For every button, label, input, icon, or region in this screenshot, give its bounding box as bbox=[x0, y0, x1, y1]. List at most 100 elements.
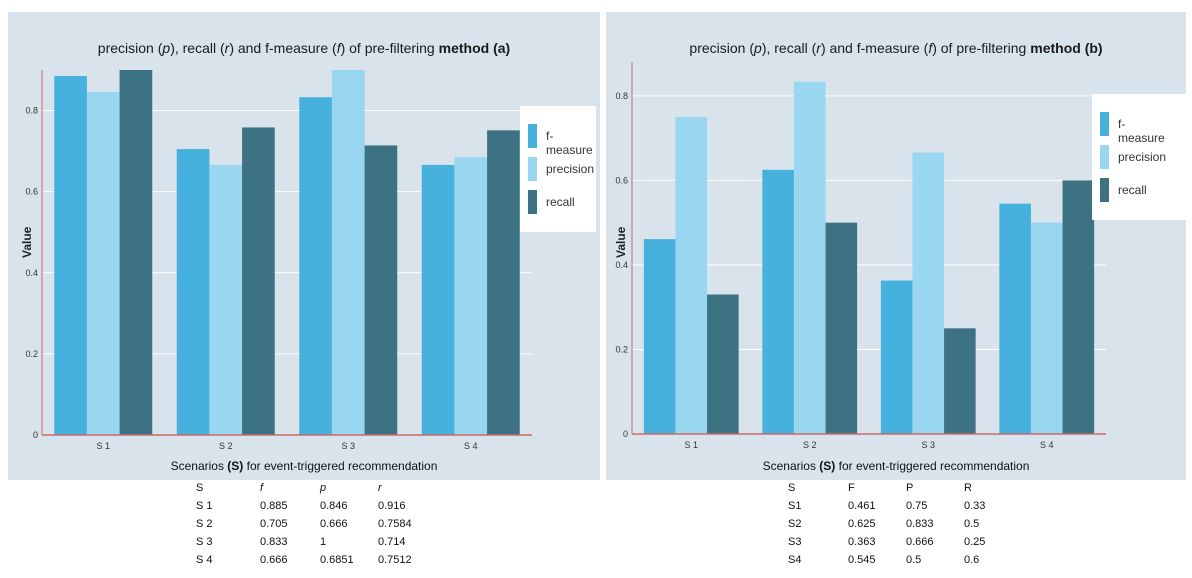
legend-item-f-measure: f-measure bbox=[528, 124, 596, 157]
table-cell: 0.705 bbox=[260, 518, 288, 530]
title-text: precision ( bbox=[97, 40, 163, 56]
table-cell: 1 bbox=[320, 536, 327, 548]
bar-precision bbox=[209, 164, 243, 435]
xlabel-text: for event-triggered recommendation bbox=[835, 459, 1030, 473]
x-tick-label: S 1 bbox=[684, 440, 698, 450]
table-header-cell: S bbox=[788, 482, 796, 494]
legend-swatch bbox=[1100, 145, 1109, 169]
xlabel-text: (S) bbox=[819, 459, 836, 473]
legend-swatch bbox=[1100, 112, 1109, 136]
bar-f-measure bbox=[176, 149, 210, 436]
table-cell: S 4 bbox=[196, 554, 213, 566]
legend-item-precision: precision bbox=[1100, 145, 1168, 169]
table-cell: 0.885 bbox=[260, 500, 288, 512]
table-cell: 0.6851 bbox=[320, 554, 354, 566]
bar-recall bbox=[707, 294, 739, 434]
bar-f-measure bbox=[643, 239, 676, 434]
legend-swatch bbox=[528, 124, 537, 148]
bar-precision bbox=[454, 157, 488, 436]
bar-f-measure bbox=[999, 203, 1031, 434]
table-cell: 0.7512 bbox=[378, 554, 412, 566]
legend-swatch bbox=[528, 190, 537, 214]
table-cell: 0.5 bbox=[964, 518, 980, 530]
title-text: r bbox=[224, 40, 230, 56]
table-cell: 0.666 bbox=[320, 518, 348, 530]
title-text: ) and f-measure ( bbox=[820, 40, 929, 56]
title-text: precision ( bbox=[689, 40, 755, 56]
y-tick-label: 0.4 bbox=[25, 268, 38, 278]
legend-label: precision bbox=[1118, 150, 1167, 164]
bar-recall bbox=[944, 328, 976, 434]
legend-b: f-measure precision recall bbox=[1092, 94, 1186, 220]
table-header-cell: F bbox=[848, 482, 855, 494]
table-cell: 0.5 bbox=[906, 554, 922, 566]
x-tick-label: S 3 bbox=[921, 440, 935, 450]
legend-item-recall: recall bbox=[1100, 178, 1168, 202]
bar-precision bbox=[331, 70, 365, 435]
bar-recall bbox=[1062, 180, 1095, 434]
chart-title-a: precision (p), recall (r) and f-measure … bbox=[8, 40, 600, 56]
bar-recall bbox=[364, 145, 398, 435]
title-text: ), recall ( bbox=[170, 40, 225, 56]
bar-recall bbox=[487, 130, 520, 435]
y-tick-label: 0.2 bbox=[615, 344, 628, 354]
table-cell: 0.6 bbox=[964, 554, 980, 566]
table-cell: S1 bbox=[788, 500, 802, 512]
table-cell: 0.666 bbox=[260, 554, 288, 566]
title-text: f bbox=[336, 40, 341, 56]
x-tick-label: S 2 bbox=[803, 440, 817, 450]
table-cell: 0.666 bbox=[906, 536, 934, 548]
bar-precision bbox=[793, 81, 826, 435]
legend-a: f-measure precision recall bbox=[520, 106, 596, 232]
x-tick-label: S 4 bbox=[1040, 440, 1054, 450]
table-header-cell: p bbox=[320, 482, 327, 494]
table-cell: S 2 bbox=[196, 518, 213, 530]
bar-chart-b: 0 0.2 0.4 0.6 0.8 S 1 S 2 S 3 S 4 bbox=[615, 62, 1106, 450]
y-tick-label: 0.2 bbox=[25, 349, 38, 359]
xlabel-text: Scenarios bbox=[762, 459, 820, 473]
title-text: r bbox=[816, 40, 821, 56]
legend-label: f-measure bbox=[1118, 117, 1165, 145]
bar-chart-a: 0 0.2 0.4 0.6 0.8 S 1 S 2 S 3 S 4 bbox=[25, 70, 532, 451]
legend-label: recall bbox=[1118, 183, 1147, 197]
x-tick-label: S 2 bbox=[219, 441, 233, 451]
x-tick-label: S 1 bbox=[96, 441, 110, 451]
table-cell: S2 bbox=[788, 518, 802, 530]
bar-f-measure bbox=[762, 169, 794, 434]
legend-item-recall: recall bbox=[528, 190, 596, 214]
y-tick-label: 0.8 bbox=[615, 91, 628, 101]
x-tick-label: S 4 bbox=[464, 441, 478, 451]
legend-item-precision: precision bbox=[528, 157, 596, 181]
bar-precision bbox=[675, 116, 708, 435]
legend-label: f-measure bbox=[546, 129, 593, 157]
title-text: method (b) bbox=[1030, 40, 1103, 56]
table-cell: 0.545 bbox=[848, 554, 876, 566]
legend-label: precision bbox=[546, 162, 595, 176]
title-text: ), recall ( bbox=[761, 40, 817, 56]
title-text: ) of pre-filtering bbox=[932, 40, 1031, 56]
x-axis-label-b: Scenarios (S) for event-triggered recomm… bbox=[606, 459, 1186, 473]
y-tick-label: 0 bbox=[623, 429, 628, 439]
table-header-cell: S bbox=[196, 482, 204, 494]
table-cell: 0.833 bbox=[906, 518, 934, 530]
bar-precision bbox=[1030, 222, 1063, 434]
bar-f-measure bbox=[54, 76, 87, 435]
y-tick-label: 0.4 bbox=[615, 260, 628, 270]
bar-precision bbox=[86, 91, 120, 436]
xlabel-text: (S) bbox=[227, 459, 244, 473]
table-cell: 0.25 bbox=[964, 536, 986, 548]
title-text: p bbox=[162, 40, 171, 56]
x-axis-label-a: Scenarios (S) for event-triggered recomm… bbox=[8, 459, 600, 473]
legend-swatch bbox=[1100, 178, 1109, 202]
y-tick-label: 0 bbox=[33, 430, 38, 440]
table-cell: 0.846 bbox=[320, 500, 348, 512]
chart-panel-b: precision (p), recall (r) and f-measure … bbox=[606, 12, 1186, 480]
bar-recall bbox=[119, 70, 153, 435]
title-text: ) and f-measure ( bbox=[229, 40, 337, 56]
table-cell: 0.833 bbox=[260, 536, 288, 548]
y-axis-label-a: Value bbox=[20, 226, 34, 258]
table-cell: 0.461 bbox=[848, 500, 876, 512]
legend-item-f-measure: f-measure bbox=[1100, 112, 1168, 145]
y-tick-label: 0.6 bbox=[615, 175, 628, 185]
xlabel-text: Scenarios bbox=[170, 459, 228, 473]
